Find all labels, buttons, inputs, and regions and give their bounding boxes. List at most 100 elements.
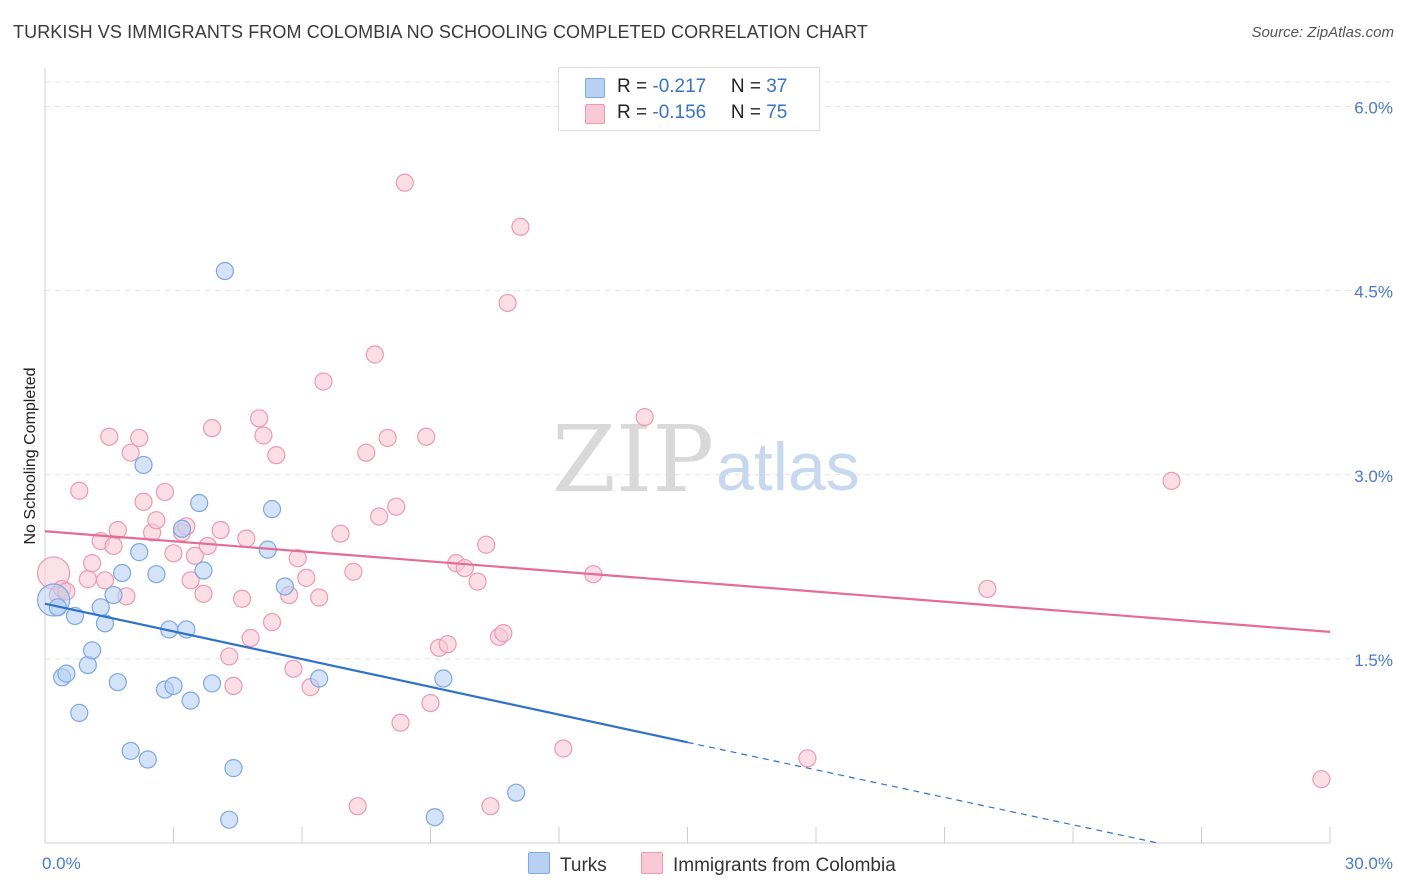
colombia-point [365, 345, 384, 364]
colombia-point [438, 635, 457, 654]
turks-point [507, 783, 526, 802]
turks-point [138, 750, 157, 769]
colombia-point [237, 529, 256, 548]
stats-legend: R = -0.217 N = 37 R = -0.156 N = 75 [558, 67, 820, 131]
colombia-point [108, 520, 127, 540]
turks-point [164, 676, 183, 695]
colombia-point [288, 549, 307, 568]
colombia-point [232, 589, 252, 608]
legend-r-label: R = [617, 102, 653, 123]
colombia-point [155, 482, 175, 502]
colombia-point [331, 524, 350, 543]
turks-point [275, 577, 294, 596]
colombia-point [357, 443, 376, 462]
colombia-point [220, 647, 239, 666]
colombia-point [250, 409, 269, 428]
colombia-point [370, 507, 389, 526]
turks-point [434, 669, 453, 688]
turks-point [202, 674, 222, 693]
colombia-point [134, 492, 153, 511]
colombia-point [798, 749, 817, 768]
colombia-point [267, 446, 286, 465]
colombia-point [498, 293, 517, 313]
colombia-point [421, 693, 440, 713]
colombia-point [241, 628, 260, 648]
legend-swatch-colombia [585, 104, 605, 124]
legend-swatch-turks [585, 78, 605, 98]
colombia-point [314, 372, 333, 391]
colombia-point [310, 588, 329, 607]
y-tick-label: 4.5% [1354, 283, 1393, 302]
turks-point [262, 500, 282, 519]
colombia-point [83, 554, 102, 573]
bottom-legend-swatch-turks [528, 852, 550, 874]
bottom-legend-label-turks: Turks [560, 855, 607, 876]
y-tick-label: 1.5% [1354, 651, 1393, 670]
colombia-point [481, 797, 500, 816]
bottom-legend-swatch-colombia [641, 852, 663, 874]
turks-point [220, 810, 239, 829]
source-label: Source: ZipAtlas.com [1251, 24, 1394, 41]
colombia-point [468, 572, 487, 591]
turks-point [310, 669, 329, 688]
colombia-point [395, 173, 414, 192]
turks-point [104, 585, 123, 605]
turks-point [215, 261, 234, 281]
colombia-points [36, 173, 1331, 816]
colombia-point [494, 624, 513, 643]
turks-point [190, 493, 209, 513]
x-tick-label: 30.0% [1345, 854, 1393, 873]
colombia-point [262, 612, 282, 632]
y-tick-label: 3.0% [1354, 467, 1393, 486]
colombia-point [121, 443, 140, 462]
turks-point [83, 641, 102, 660]
colombia-point [348, 797, 367, 816]
turks-point [95, 614, 115, 633]
grid-lines [45, 81, 1395, 660]
colombia-point [635, 407, 654, 427]
turks-point [112, 563, 132, 583]
colombia-point [185, 546, 205, 565]
turks-point [121, 741, 140, 761]
colombia-point [1312, 770, 1331, 789]
colombia-point [455, 558, 474, 578]
turks-point [108, 673, 127, 692]
colombia-point [211, 520, 230, 540]
colombia-point [95, 571, 115, 590]
legend-n-label: N = [730, 102, 767, 123]
colombia-trend-line [44, 530, 1331, 633]
colombia-point [417, 427, 436, 446]
legend-r-label: R = [617, 76, 653, 97]
turks-point [425, 808, 444, 827]
turks-point [172, 519, 192, 538]
colombia-point [387, 497, 406, 516]
legend-n-label: N = [730, 76, 767, 97]
colombia-point [477, 535, 496, 554]
legend-r-value-colombia: -0.156 [652, 102, 707, 123]
bottom-legend-label-colombia: Immigrants from Colombia [673, 855, 896, 876]
turks-point [181, 691, 200, 710]
colombia-point [391, 713, 410, 732]
colombia-point [1162, 471, 1181, 491]
bottom-legend-colombia: Immigrants from Colombia [641, 852, 896, 877]
legend-n-value-colombia: 75 [766, 102, 788, 123]
turks-point [57, 664, 76, 683]
colombia-point [78, 570, 97, 589]
turks-trend-extension [687, 741, 1159, 844]
colombia-point [511, 217, 530, 236]
colombia-point [147, 511, 166, 530]
colombia-point [194, 584, 213, 603]
x-tick-label: 0.0% [42, 854, 81, 873]
turks-point [130, 543, 149, 562]
colombia-point [297, 568, 316, 587]
colombia-point [978, 579, 997, 599]
y-tick-label: 6.0% [1354, 99, 1393, 118]
colombia-point [70, 481, 89, 500]
bottom-legend-turks: Turks [528, 852, 607, 877]
colombia-point [181, 571, 200, 590]
colombia-point [100, 427, 119, 446]
colombia-point [164, 544, 183, 563]
turks-point [70, 703, 89, 722]
colombia-point [130, 428, 149, 448]
